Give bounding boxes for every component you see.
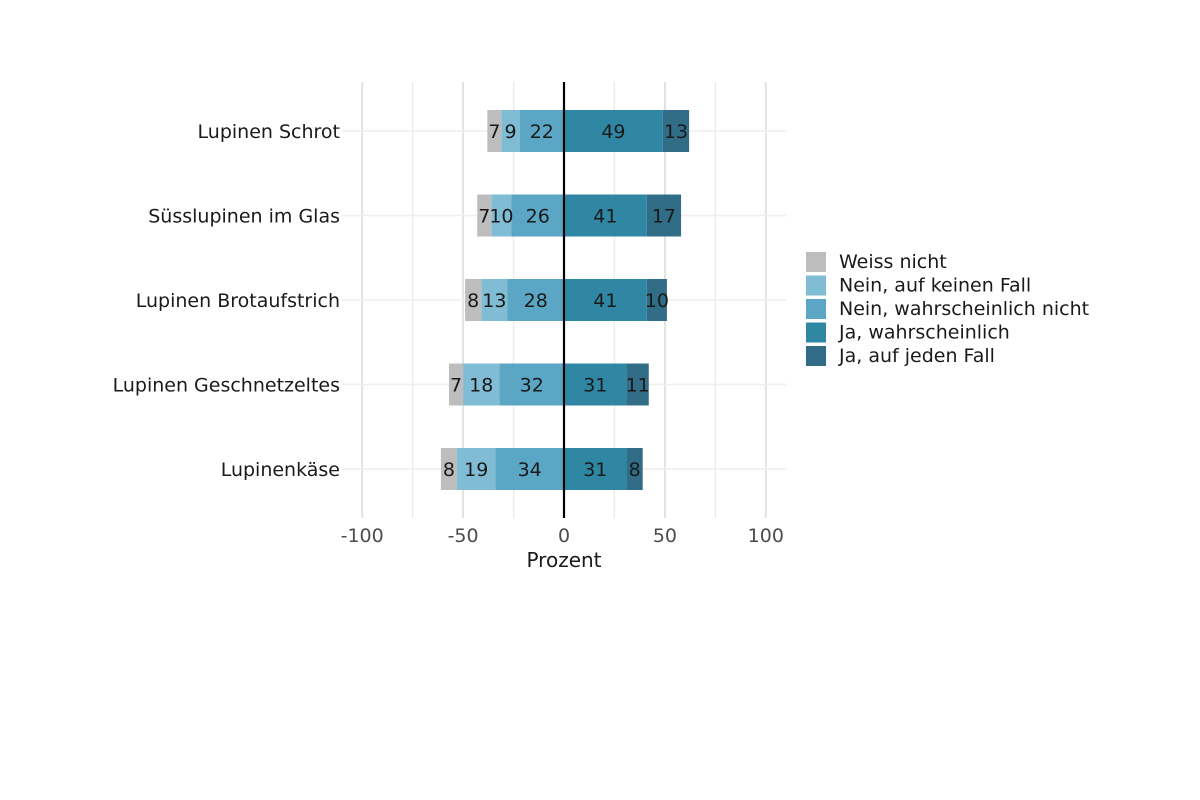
bar-segment [564, 279, 647, 321]
legend-swatch [806, 346, 826, 366]
legend-swatch [806, 252, 826, 272]
bar-value-label: 11 [626, 375, 650, 397]
bar-segment [564, 448, 627, 490]
bar-segment [487, 110, 502, 152]
bar-value-label: 8 [467, 290, 479, 312]
bar-segment [646, 279, 667, 321]
legend-swatch [806, 299, 826, 319]
legend-label: Weiss nicht [839, 251, 947, 273]
bar-value-label: 32 [520, 375, 544, 397]
bar-value-label: 7 [478, 206, 490, 228]
bar-segment [448, 363, 464, 406]
bar-segment [491, 194, 512, 237]
bar-segment [495, 448, 564, 490]
legend-label: Nein, wahrscheinlich nicht [839, 298, 1089, 320]
bar-value-label: 41 [593, 290, 617, 312]
bar-segment [626, 363, 649, 406]
legend-label: Ja, wahrscheinlich [838, 322, 1010, 344]
bar-segment [519, 110, 564, 152]
category-label: Lupinen Brotaufstrich [136, 290, 340, 312]
x-tick-label: -50 [448, 525, 479, 547]
category-label: Lupinen Geschnetzeltes [113, 375, 340, 397]
bars [440, 110, 690, 490]
bar-value-label: 8 [629, 459, 641, 481]
bar-value-label: 13 [664, 121, 688, 143]
bar-segment [626, 448, 643, 490]
legend-swatch [806, 322, 826, 343]
bar-segment [501, 110, 520, 152]
bar-value-label: 10 [489, 206, 513, 228]
bar-segment [477, 194, 492, 237]
bar-segment [511, 194, 564, 237]
bar-value-label: 9 [504, 121, 516, 143]
bar-segment [465, 279, 482, 321]
bar-value-label: 19 [464, 459, 488, 481]
bar-value-label: 49 [601, 121, 625, 143]
category-labels: Lupinen Schrot Süsslupinen im Glas Lupinen… [113, 121, 340, 481]
bar-segment [463, 363, 500, 406]
bar-value-label: 34 [518, 459, 542, 481]
bar-segment [457, 448, 496, 490]
x-axis-title: Prozent [526, 548, 601, 572]
bar-value-label: 7 [450, 375, 462, 397]
bar-segment [564, 110, 663, 152]
legend-swatch [806, 275, 826, 296]
bar-value-label: 17 [652, 206, 676, 228]
bar-value-label: 26 [526, 206, 550, 228]
bar-segment [646, 194, 682, 237]
bar-value-label: 28 [524, 290, 548, 312]
bar-value-label: 18 [469, 375, 493, 397]
bar-value-label: 8 [443, 459, 455, 481]
bar-segment [440, 448, 458, 490]
bar-segment [507, 279, 564, 321]
bar-segment [564, 194, 647, 237]
category-label: Lupinen Schrot [198, 121, 340, 143]
legend-label: Ja, auf jeden Fall [838, 345, 995, 367]
x-tick-label: 0 [558, 525, 570, 547]
legend-label: Nein, auf keinen Fall [839, 275, 1031, 297]
x-axis-ticks: -100 -50 0 50 100 [341, 525, 784, 547]
bar-value-label: 10 [645, 290, 669, 312]
bar-value-label: 22 [530, 121, 554, 143]
bar-segment [499, 363, 564, 406]
x-tick-label: 50 [653, 525, 677, 547]
bar-value-label: 31 [583, 459, 607, 481]
bar-segment [564, 363, 627, 406]
x-tick-label: -100 [341, 525, 384, 547]
x-tick-label: 100 [748, 525, 784, 547]
category-label: Süsslupinen im Glas [148, 206, 340, 228]
bar-value-label: 7 [488, 121, 500, 143]
category-label: Lupinenkäse [221, 459, 340, 481]
bar-segment [481, 279, 508, 321]
bar-segment [662, 110, 690, 152]
bar-value-label: 41 [593, 206, 617, 228]
bar-value-label: 31 [583, 375, 607, 397]
bar-value-label: 13 [482, 290, 506, 312]
